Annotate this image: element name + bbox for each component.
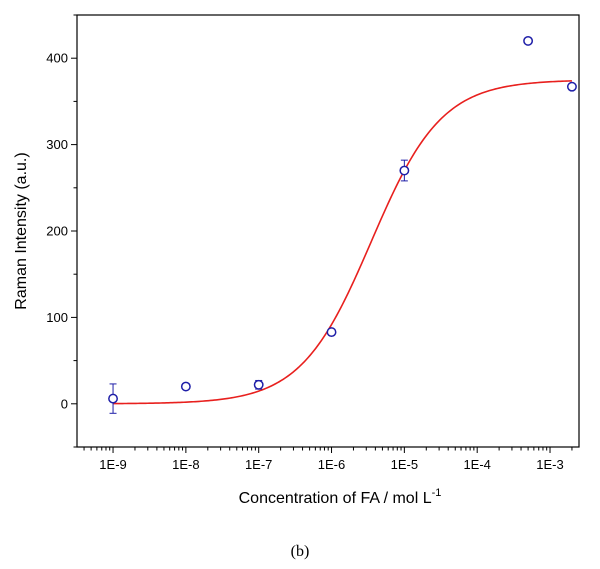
data-point <box>523 35 534 46</box>
data-point <box>108 383 118 414</box>
y-axis-title: Raman Intensity (a.u.) <box>13 152 30 309</box>
figure-caption: (b) <box>290 543 310 560</box>
point-marker <box>326 327 337 338</box>
x-tick-label: 1E-9 <box>99 457 126 472</box>
y-axis-ticks: 0 100 200 300 400 <box>46 14 77 448</box>
y-tick-label: 400 <box>46 51 68 66</box>
x-tick-label: 1E-5 <box>391 457 418 472</box>
point-marker <box>253 379 264 390</box>
data-point <box>566 81 577 92</box>
point-marker <box>180 381 191 392</box>
x-axis-title: Concentration of FA / mol L-1 <box>239 487 442 507</box>
data-point <box>326 327 337 338</box>
plot-frame <box>76 14 580 448</box>
fit-curve <box>113 80 572 405</box>
point-marker <box>108 393 118 404</box>
x-tick-label: 1E-7 <box>245 457 272 472</box>
data-point <box>180 381 191 392</box>
y-tick-label: 0 <box>61 396 68 411</box>
data-points <box>108 35 577 414</box>
x-tick-label: 1E-4 <box>463 457 490 472</box>
x-axis-ticks: 1E-9 1E-8 1E-7 1E-6 1E-5 1E-4 1E-3 <box>83 447 573 472</box>
point-marker <box>566 81 577 92</box>
data-point <box>253 379 264 390</box>
y-tick-label: 200 <box>46 224 68 239</box>
y-tick-label: 300 <box>46 137 68 152</box>
point-marker <box>523 35 534 46</box>
x-tick-label: 1E-8 <box>172 457 199 472</box>
x-tick-label: 1E-6 <box>318 457 345 472</box>
x-tick-label: 1E-3 <box>536 457 563 472</box>
data-point <box>399 159 410 182</box>
y-tick-label: 100 <box>46 310 68 325</box>
point-marker <box>399 165 410 176</box>
